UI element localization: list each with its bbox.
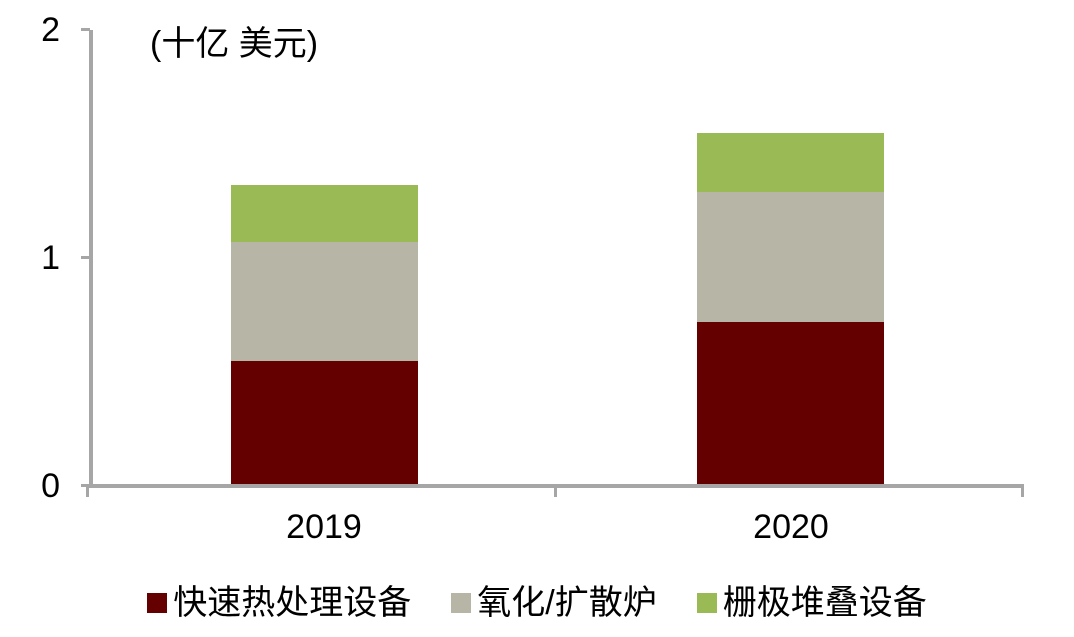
- x-tick-mark: [86, 488, 89, 497]
- y-axis-unit-label: (十亿 美元): [150, 25, 319, 63]
- legend-swatch-icon: [147, 593, 168, 613]
- y-tick-mark: [81, 28, 90, 31]
- bar-segment-2019-series-0: [231, 361, 418, 484]
- legend-label: 快速热处理设备: [173, 584, 412, 622]
- x-category-label-2020: 2020: [753, 508, 829, 546]
- bar-segment-2019-series-2: [231, 185, 418, 242]
- bar-segment-2020-series-1: [697, 192, 884, 322]
- legend: 快速热处理设备 氧化/扩散炉 栅极堆叠设备: [0, 583, 1074, 623]
- legend-item-0: 快速热处理设备: [147, 583, 411, 623]
- legend-label: 氧化/扩散炉: [477, 584, 657, 622]
- y-tick-label-2: 2: [41, 11, 60, 49]
- y-tick-mark: [81, 256, 90, 259]
- y-tick-label-0: 0: [41, 467, 60, 505]
- y-tick-label-1: 1: [41, 239, 60, 277]
- legend-label: 栅极堆叠设备: [722, 584, 927, 622]
- x-category-label-2019: 2019: [286, 508, 362, 546]
- y-axis-line: [89, 30, 93, 488]
- legend-swatch-icon: [696, 593, 717, 613]
- legend-item-2: 栅极堆叠设备: [696, 583, 927, 623]
- legend-item-1: 氧化/扩散炉: [451, 583, 657, 623]
- legend-swatch-icon: [451, 593, 472, 613]
- x-tick-mark: [1021, 488, 1024, 497]
- bar-segment-2020-series-0: [697, 322, 884, 484]
- x-tick-mark: [554, 488, 557, 497]
- bar-segment-2019-series-1: [231, 242, 418, 361]
- bar-segment-2020-series-2: [697, 133, 884, 192]
- y-tick-mark: [81, 484, 90, 487]
- x-axis-line: [86, 484, 1024, 488]
